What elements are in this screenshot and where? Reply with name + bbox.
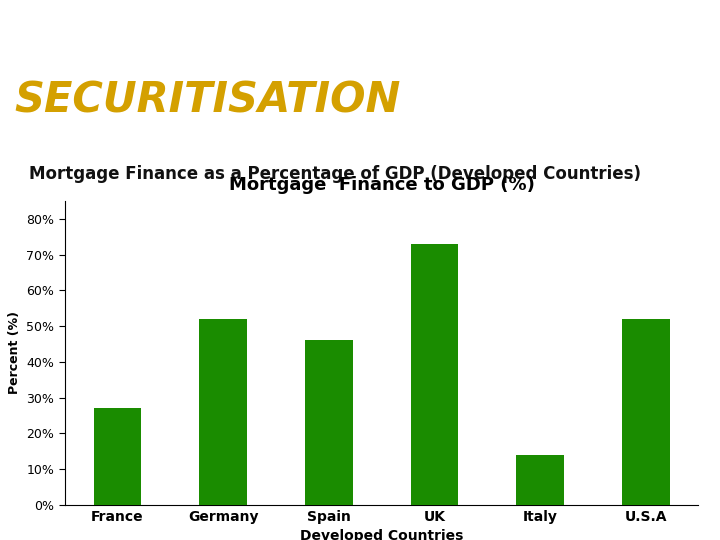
Text: Mortgage Finance as a Percentage of GDP (Developed Countries): Mortgage Finance as a Percentage of GDP … [29,165,641,183]
Text: MIDDLE EAST: MIDDLE EAST [446,79,720,121]
Y-axis label: Percent (%): Percent (%) [8,312,21,394]
X-axis label: Developed Countries: Developed Countries [300,529,463,540]
Bar [94,408,141,505]
Bar [622,319,670,505]
Bar [516,455,564,505]
Title: Mortgage  Finance to GDP (%): Mortgage Finance to GDP (%) [229,176,534,194]
Bar [410,244,458,505]
Bar [199,319,247,505]
Text: SECURITISATION: SECURITISATION [14,79,401,121]
Bar [305,340,353,505]
